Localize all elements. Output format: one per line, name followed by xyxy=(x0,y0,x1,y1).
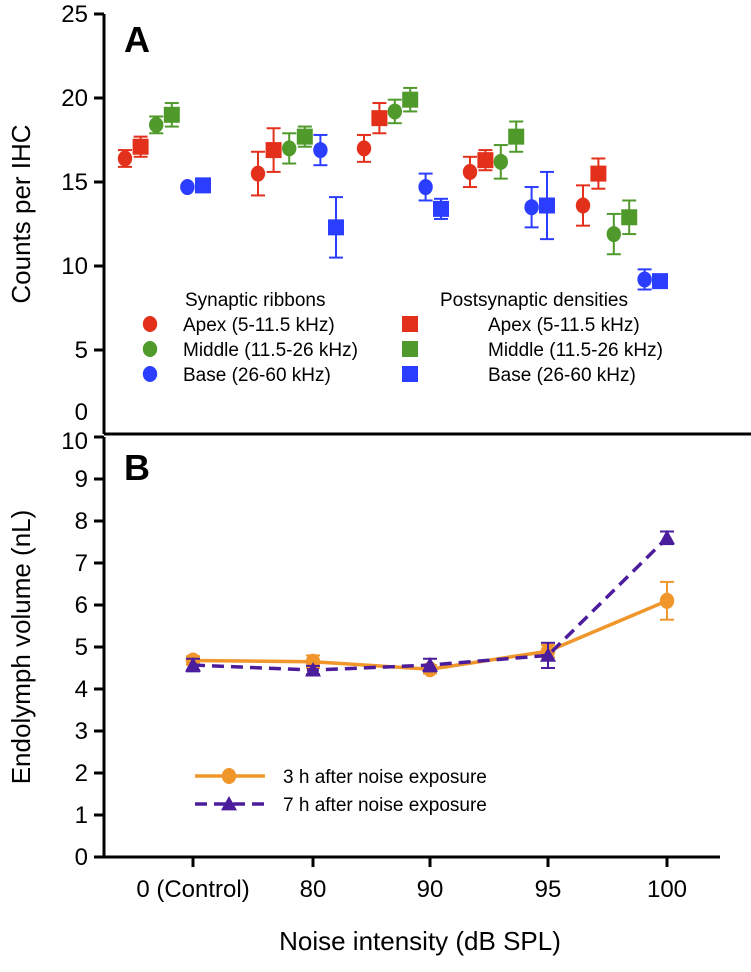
y-tick-label-b: 4 xyxy=(75,676,88,703)
square-point xyxy=(265,142,282,159)
legend-marker xyxy=(402,366,418,382)
legend-label: Middle (11.5-26 kHz) xyxy=(183,340,358,361)
square-point xyxy=(477,152,494,169)
x-tick-label: 100 xyxy=(647,876,687,903)
y-tick-label-a: 10 xyxy=(61,253,88,280)
legend-marker xyxy=(402,341,418,357)
circle-point xyxy=(575,197,591,214)
y-tick-label-a: 20 xyxy=(61,85,88,112)
square-point xyxy=(163,106,180,123)
legend-marker xyxy=(142,316,158,332)
x-tick-label: 95 xyxy=(535,876,562,903)
circle-point xyxy=(659,592,675,609)
series-line xyxy=(192,536,669,672)
circle-point xyxy=(606,226,621,243)
circle-point xyxy=(180,179,195,196)
legend-title-psd: Postsynaptic densities xyxy=(440,290,628,311)
legend-marker xyxy=(221,796,237,811)
y-tick-label-b: 9 xyxy=(75,466,88,493)
circle-point xyxy=(637,271,652,288)
square-point xyxy=(402,91,419,108)
y-tick-label-b: 2 xyxy=(75,760,88,787)
x-tick-label: 80 xyxy=(300,876,327,903)
square-point xyxy=(433,200,449,217)
square-point xyxy=(508,128,525,145)
y-tick-label-a: 5 xyxy=(75,337,88,364)
x-tick-label: 0 (Control) xyxy=(136,876,249,903)
legend-marker xyxy=(221,768,237,784)
y-tick-label-b: 0 xyxy=(75,844,88,871)
y-tick-label-b: 1 xyxy=(75,802,88,829)
square-point xyxy=(590,165,607,182)
legend-marker xyxy=(142,366,158,382)
legend-label: 3 h after noise exposure xyxy=(283,767,487,788)
triangle-point xyxy=(185,657,201,672)
legend-marker xyxy=(402,316,418,332)
triangle-point xyxy=(540,647,556,662)
legend-label: Middle (11.5-26 kHz) xyxy=(488,340,663,361)
y-axis-label-a: Counts per IHC xyxy=(6,124,36,303)
circle-point xyxy=(282,140,297,157)
circle-point xyxy=(418,179,433,196)
y-tick-label-b: 6 xyxy=(75,592,88,619)
legend-label: Apex (5-11.5 kHz) xyxy=(488,315,640,336)
circle-point xyxy=(313,142,328,159)
square-point xyxy=(328,219,344,236)
y-axis-label-b: Endolymph volume (nL) xyxy=(6,510,36,785)
triangle-point xyxy=(305,662,321,677)
circle-point xyxy=(493,153,508,170)
square-point xyxy=(296,128,313,145)
circle-point xyxy=(462,163,478,180)
circle-point xyxy=(387,103,402,120)
circle-point xyxy=(524,199,539,216)
square-point xyxy=(621,209,638,226)
y-tick-label-b: 10 xyxy=(61,428,88,455)
panel-label-b: B xyxy=(124,447,150,488)
triangle-point xyxy=(422,657,438,672)
y-tick-label-a: 25 xyxy=(61,1,88,28)
square-point xyxy=(132,138,149,155)
square-point xyxy=(195,177,211,194)
circle-point xyxy=(356,140,372,157)
y-tick-label-b: 3 xyxy=(75,718,88,745)
circle-point xyxy=(250,165,266,182)
legend-label: Apex (5-11.5 kHz) xyxy=(183,315,335,336)
circle-point xyxy=(149,116,164,133)
y-tick-label-a: 15 xyxy=(61,169,88,196)
x-axis-label: Noise intensity (dB SPL) xyxy=(279,926,561,956)
square-point xyxy=(539,197,555,214)
legend-label: 7 h after noise exposure xyxy=(283,795,487,816)
y-tick-label-a: 0 xyxy=(75,399,88,426)
square-point xyxy=(371,110,388,127)
x-tick-label: 90 xyxy=(417,876,444,903)
panel-label-a: A xyxy=(124,19,150,60)
y-tick-label-b: 5 xyxy=(75,634,88,661)
triangle-point xyxy=(659,529,675,545)
y-tick-label-b: 8 xyxy=(75,508,88,535)
legend-title-ribbons: Synaptic ribbons xyxy=(185,290,325,311)
legend-label: Base (26-60 kHz) xyxy=(488,365,636,386)
legend-label: Base (26-60 kHz) xyxy=(183,365,331,386)
y-tick-label-b: 7 xyxy=(75,550,88,577)
legend-marker xyxy=(142,341,158,357)
square-point xyxy=(652,273,668,290)
circle-point xyxy=(117,150,133,167)
